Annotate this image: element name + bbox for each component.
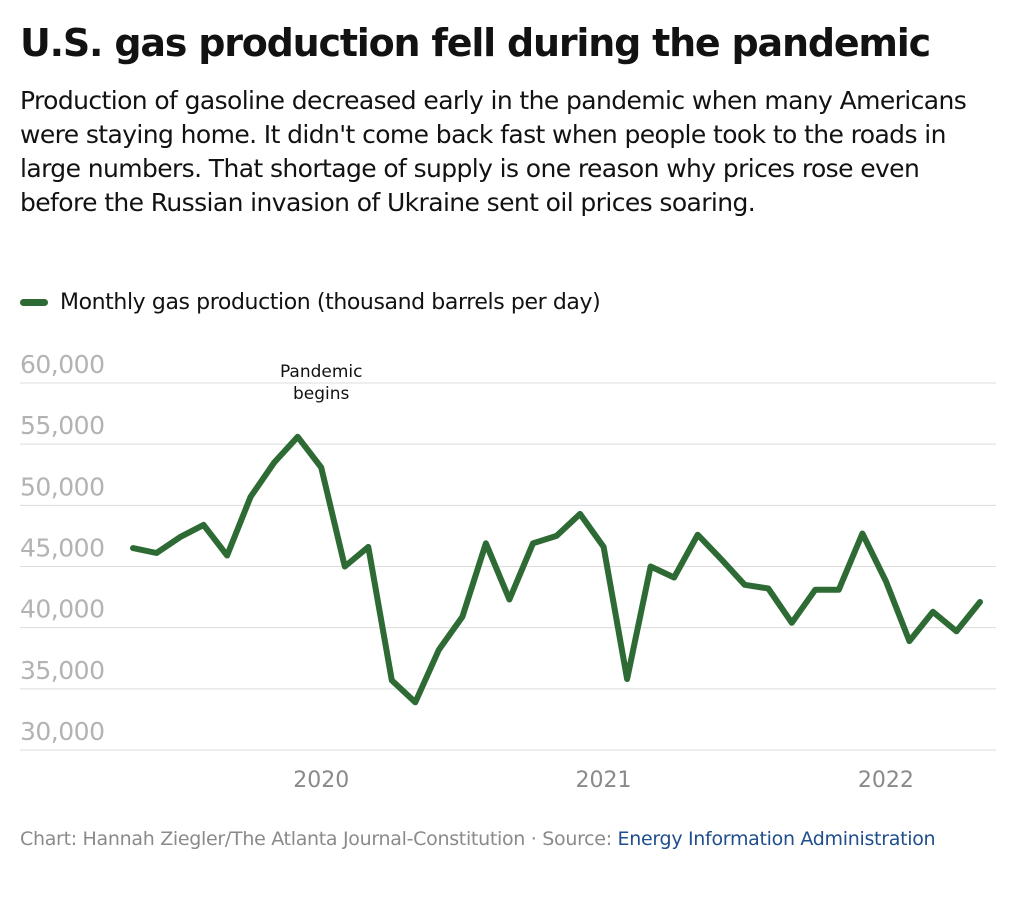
- data-point-2022-05: [977, 599, 983, 605]
- data-point-2021-11: [836, 587, 842, 593]
- footer: Chart: Hannah Ziegler/The Atlanta Journa…: [20, 826, 990, 852]
- source-link[interactable]: Energy Information Administration: [617, 828, 936, 850]
- data-point-2020-01: [318, 464, 324, 470]
- data-point-2021-01: [601, 544, 607, 550]
- data-point-2019-07: [177, 534, 183, 540]
- data-point-2019-09: [224, 552, 230, 558]
- data-point-2022-02: [906, 638, 912, 644]
- x-tick-label: 2022: [858, 768, 914, 793]
- y-tick-label: 50,000: [20, 472, 104, 501]
- data-point-2020-11: [554, 533, 560, 539]
- chart-title: U.S. gas production fell during the pand…: [20, 21, 931, 65]
- data-point-2021-04: [671, 575, 677, 581]
- data-point-2021-02: [624, 676, 630, 682]
- y-tick-label: 30,000: [20, 717, 104, 746]
- data-point-2020-06: [436, 647, 442, 653]
- y-tick-label: 60,000: [20, 350, 104, 379]
- y-tick-label: 55,000: [20, 411, 104, 440]
- data-point-2021-06: [718, 556, 724, 562]
- data-point-2020-02: [342, 564, 348, 570]
- data-point-2021-12: [859, 530, 865, 536]
- y-tick-label: 35,000: [20, 656, 104, 685]
- data-point-2020-04: [389, 677, 395, 683]
- chart-subtitle: Production of gasoline decreased early i…: [20, 86, 967, 217]
- data-point-2019-05: [130, 545, 136, 551]
- data-point-2019-08: [201, 522, 207, 528]
- annotation-pandemic: Pandemic begins: [280, 362, 363, 404]
- data-point-2020-05: [412, 699, 418, 705]
- data-point-2022-01: [883, 578, 889, 584]
- legend-label: Monthly gas production (thousand barrels…: [60, 289, 601, 315]
- data-point-2020-03: [365, 544, 371, 550]
- annotation-group: Pandemic begins: [280, 362, 363, 404]
- footer-credit: Chart: Hannah Ziegler/The Atlanta Journa…: [20, 828, 618, 850]
- line-chart: 60,000 55,000 50,000 45,000 40,000 35,000 30,0…: [20, 350, 996, 793]
- legend-swatch: [20, 298, 48, 306]
- data-point-2021-03: [648, 564, 654, 570]
- data-point-2020-10: [530, 540, 536, 546]
- data-point-2020-09: [506, 597, 512, 603]
- data-point-2020-12: [577, 511, 583, 517]
- legend: Monthly gas production (thousand barrels…: [20, 284, 601, 320]
- y-axis-ticks: 60,000 55,000 50,000 45,000 40,000 35,000 30,0…: [20, 350, 105, 746]
- x-axis-ticks: 2020 2021 2022: [293, 768, 914, 793]
- data-point-2021-10: [812, 587, 818, 593]
- x-tick-label: 2020: [293, 768, 349, 793]
- data-point-2019-11: [271, 460, 277, 466]
- data-point-2020-08: [483, 540, 489, 546]
- gridlines: [20, 382, 996, 751]
- data-point-2021-07: [742, 582, 748, 588]
- data-point-2019-10: [248, 494, 254, 500]
- series-line-gas-production: [130, 433, 983, 706]
- data-point-2021-09: [789, 620, 795, 626]
- data-point-2020-07: [459, 614, 465, 620]
- data-point-2022-04: [953, 628, 959, 634]
- data-point-2019-12: [295, 434, 301, 440]
- data-point-2019-06: [154, 550, 160, 556]
- y-tick-label: 45,000: [20, 534, 104, 563]
- data-point-2021-05: [695, 532, 701, 538]
- series-group: [130, 433, 983, 706]
- data-point-2022-03: [930, 609, 936, 615]
- x-tick-label: 2021: [576, 768, 632, 793]
- data-point-2021-08: [765, 586, 771, 592]
- y-tick-label: 40,000: [20, 595, 104, 624]
